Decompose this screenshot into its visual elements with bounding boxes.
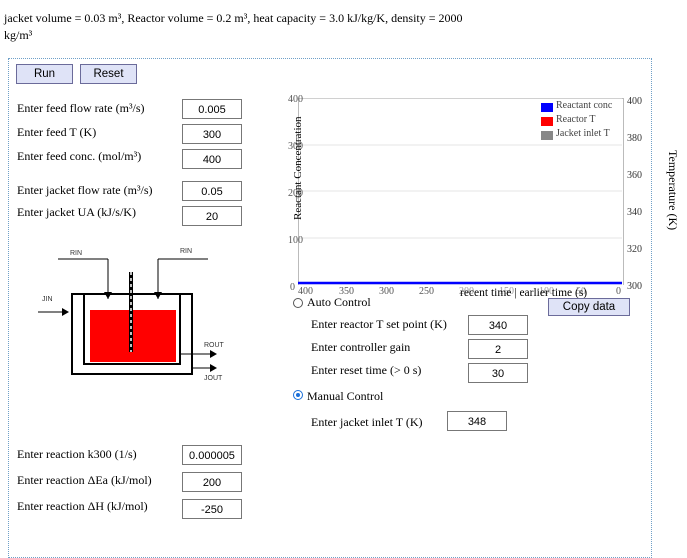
jacket-UA-label: Enter jacket UA (kJ/s/K): [17, 205, 136, 219]
x-tick-200: 200: [459, 286, 474, 297]
Ea-input[interactable]: 200: [182, 472, 242, 492]
feed-flow-input[interactable]: 0.005: [182, 99, 242, 119]
legend-label-jacket-T: Jacket inlet T: [556, 128, 610, 139]
x-tick-250: 250: [419, 286, 434, 297]
setpoint-label: Enter reactor T set point (K): [311, 317, 447, 331]
jacket-flow-input[interactable]: 0.05: [182, 181, 242, 201]
y-right-tick-340: 340: [627, 207, 642, 218]
reset-button[interactable]: Reset: [80, 64, 137, 84]
y-left-tick-200: 200: [288, 188, 303, 199]
reset-time-label: Enter reset time (> 0 s): [311, 363, 422, 377]
y-right-tick-320: 320: [627, 244, 642, 255]
manual-control-radio[interactable]: [293, 390, 303, 400]
y-right-tick-360: 360: [627, 170, 642, 181]
feed-conc-label: Enter feed conc. (mol/m³): [17, 149, 142, 163]
x-tick-400: 400: [298, 286, 313, 297]
gain-label: Enter controller gain: [311, 340, 411, 354]
y-left-tick-400: 400: [288, 94, 303, 105]
x-axis-title: recent time | earlier time (s): [460, 287, 588, 299]
copy-data-button[interactable]: Copy data: [548, 298, 630, 316]
rin-left-label: RIN: [70, 250, 83, 257]
setpoint-input[interactable]: 340: [468, 315, 528, 335]
y-right-tick-400: 400: [627, 96, 642, 107]
auto-control-radio[interactable]: [293, 298, 303, 308]
k300-label: Enter reaction k300 (1/s): [17, 447, 137, 461]
jacket-inlet-label: Enter jacket inlet T (K): [311, 415, 423, 429]
right-axis-title: Temperature (K): [666, 150, 680, 231]
y-right-tick-380: 380: [627, 133, 642, 144]
run-button[interactable]: Run: [16, 64, 73, 84]
legend-swatch-jacket-T: [541, 131, 553, 140]
legend-label-reactor-T: Reactor T: [556, 114, 596, 125]
reactor-diagram: [38, 258, 217, 375]
header-line-2: kg/m³: [4, 28, 33, 42]
k300-input[interactable]: 0.000005: [182, 445, 242, 465]
x-tick-100: 100: [539, 286, 554, 297]
strip-chart: [298, 98, 622, 285]
x-tick-300: 300: [379, 286, 394, 297]
y-left-tick-0: 0: [290, 282, 295, 293]
dH-label: Enter reaction ΔH (kJ/mol): [17, 499, 148, 513]
reset-time-input[interactable]: 30: [468, 363, 528, 383]
feed-flow-label: Enter feed flow rate (m³/s): [17, 101, 145, 115]
jacket-inlet-input[interactable]: 348: [447, 411, 507, 431]
feed-T-input[interactable]: 300: [182, 124, 242, 144]
manual-control-label: Manual Control: [307, 389, 384, 403]
header-line-1: jacket volume = 0.03 m³, Reactor volume …: [4, 11, 463, 25]
legend-label-conc: Reactant conc: [556, 100, 613, 111]
x-tick-50: 50: [576, 286, 586, 297]
feed-conc-input[interactable]: 400: [182, 149, 242, 169]
parameter-header: jacket volume = 0.03 m³, Reactor volume …: [4, 10, 564, 44]
y-right-tick-300: 300: [627, 281, 642, 292]
legend-swatch-conc: [541, 103, 553, 112]
auto-control-label: Auto Control: [307, 295, 371, 309]
x-tick-150: 150: [499, 286, 514, 297]
jacket-flow-label: Enter jacket flow rate (m³/s): [17, 183, 153, 197]
jin-label: JIN: [42, 296, 53, 303]
left-axis-title: Reactant Concentration: [292, 116, 304, 220]
gain-input[interactable]: 2: [468, 339, 528, 359]
feed-T-label: Enter feed T (K): [17, 125, 97, 139]
jacket-UA-input[interactable]: 20: [182, 206, 242, 226]
x-tick-350: 350: [339, 286, 354, 297]
x-tick-0: 0: [616, 286, 621, 297]
dH-input[interactable]: -250: [182, 499, 242, 519]
legend-swatch-reactor-T: [541, 117, 553, 126]
jout-label: JOUT: [204, 375, 223, 382]
rin-right-label: RIN: [180, 248, 193, 255]
Ea-label: Enter reaction ΔEa (kJ/mol): [17, 473, 152, 487]
y-left-tick-300: 300: [288, 141, 303, 152]
rout-label: ROUT: [204, 342, 224, 349]
y-left-tick-100: 100: [288, 235, 303, 246]
